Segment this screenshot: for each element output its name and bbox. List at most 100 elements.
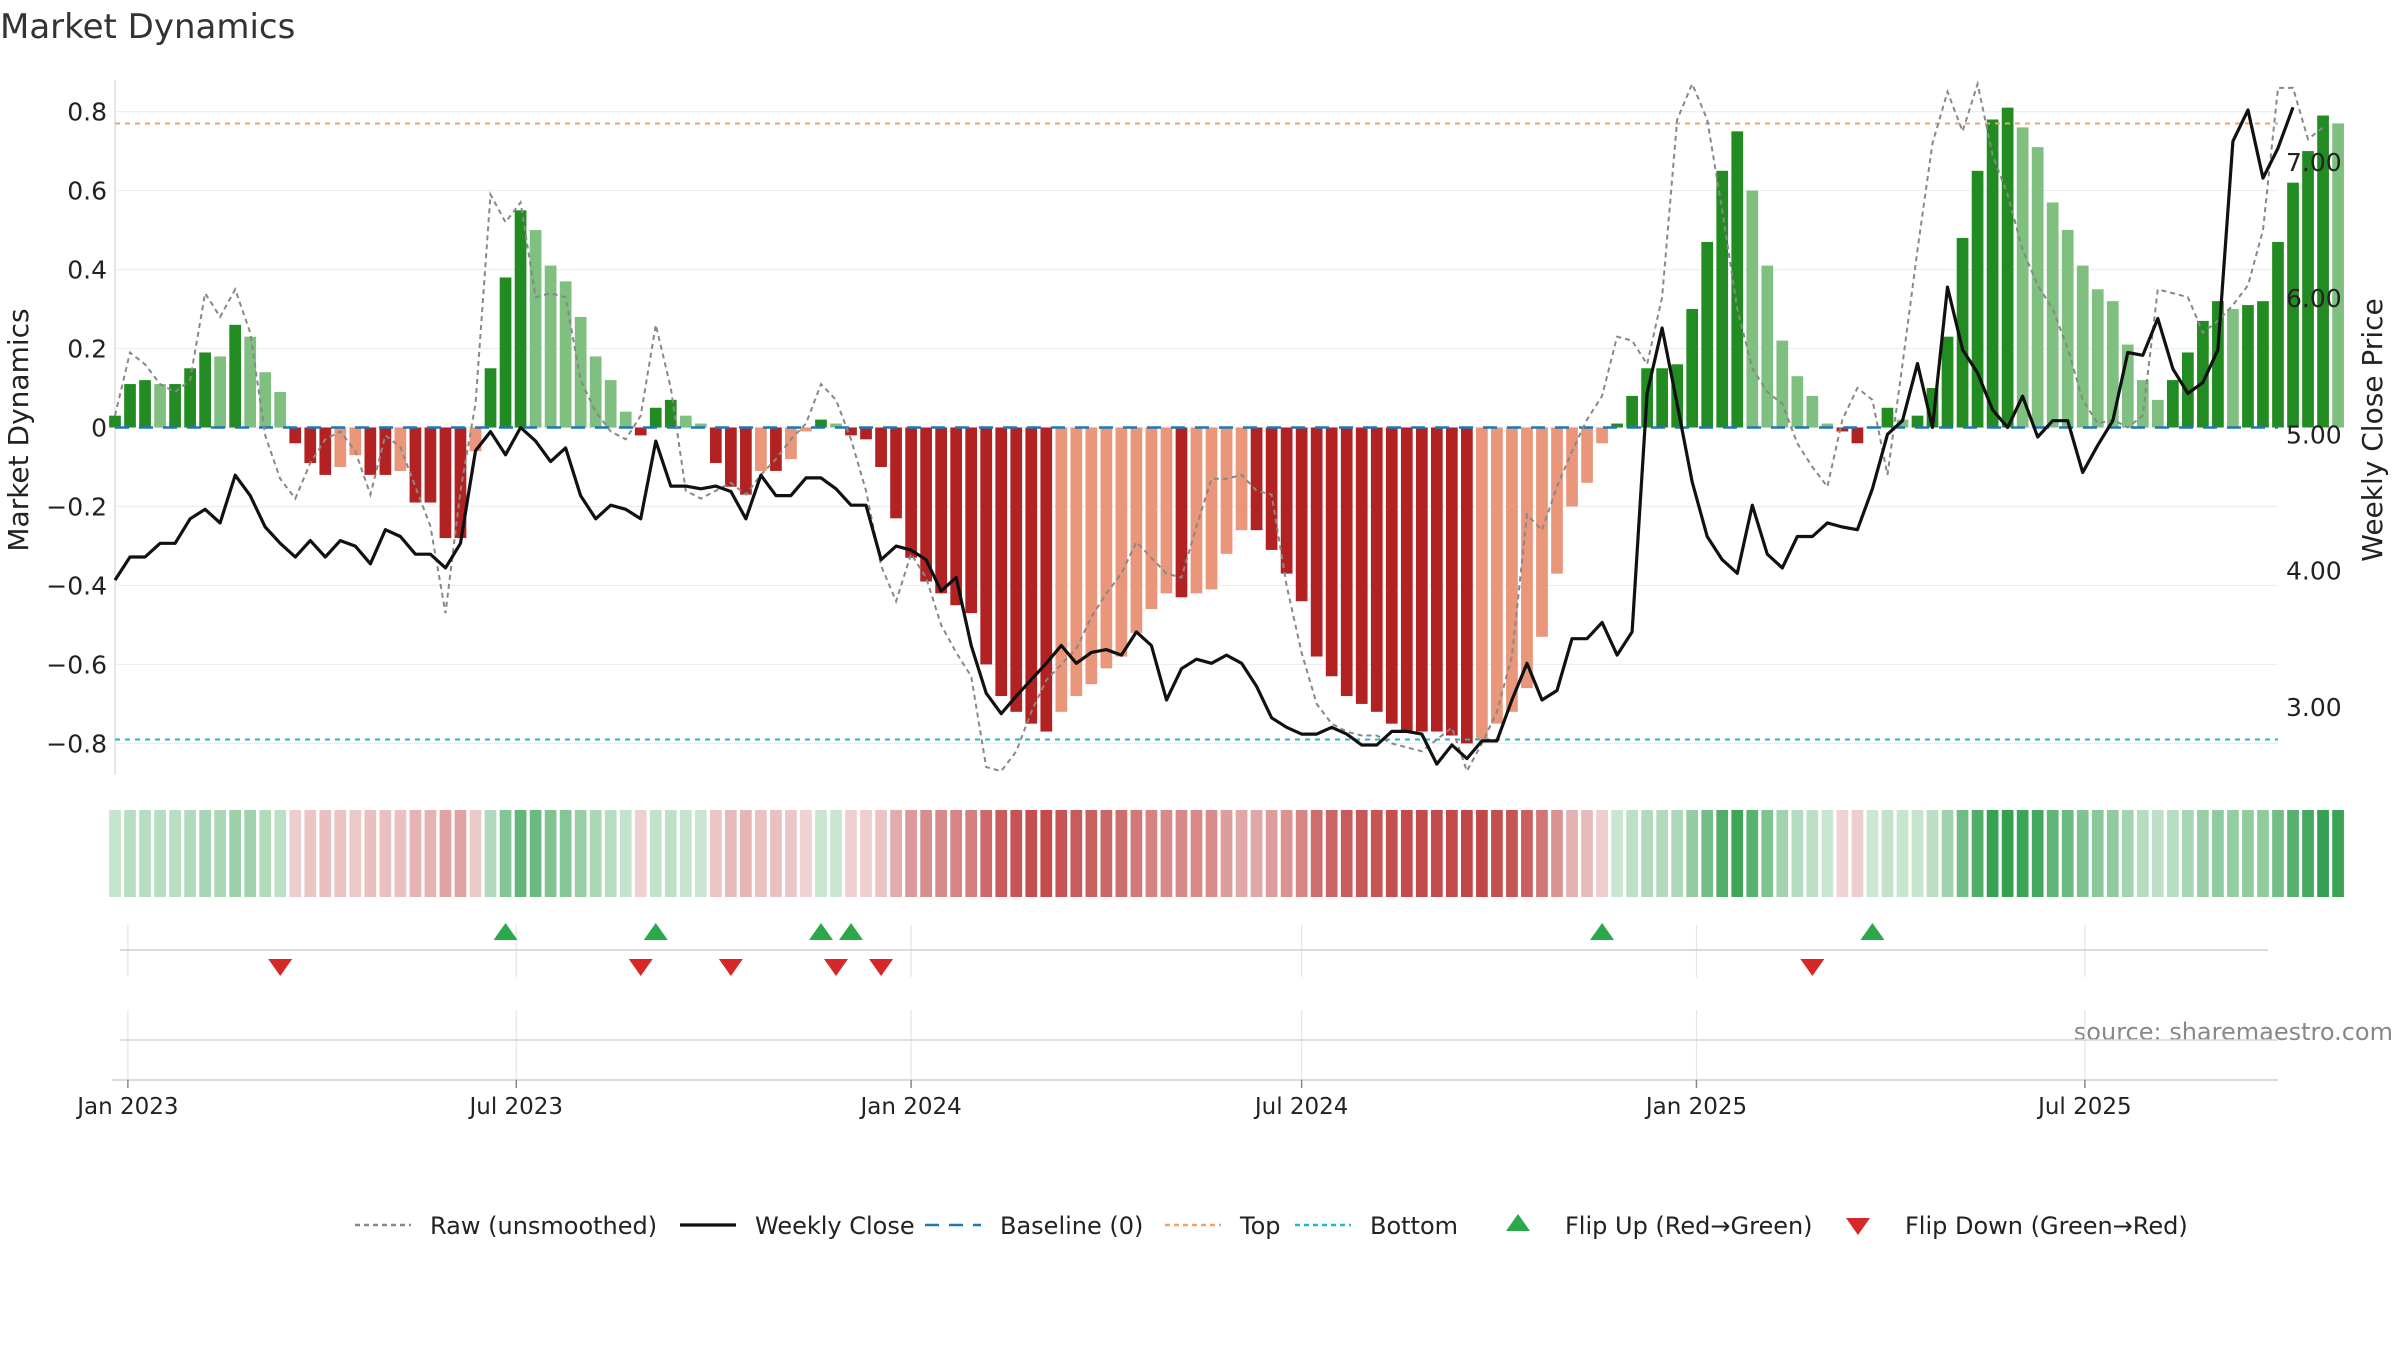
dynamics-bar [965,427,978,614]
heat-cell [394,810,407,897]
dynamics-bar [1145,427,1158,610]
raw-series [114,79,2324,774]
heat-cell [319,810,332,897]
dynamics-bar [1476,427,1488,740]
heat-cell [1310,810,1323,897]
dynamics-bar [109,415,121,428]
y-tick-label-left: 0 [91,414,107,443]
heat-cell [1686,810,1699,897]
heat-cell [169,810,181,897]
dynamics-bar [980,427,993,665]
flip-down-marker [869,959,894,976]
heat-cell [694,810,707,897]
dynamics-bar [770,427,782,471]
y-tick-label-left: −0.4 [46,571,107,600]
dynamics-bar [2212,301,2224,428]
heat-cell [2151,810,2164,897]
y-tick-label-left: −0.6 [46,650,107,679]
y-tick-label-right: 7.00 [2286,148,2342,177]
dynamics-bar [2272,241,2284,428]
dynamics-bar [169,384,181,428]
heat-cell [499,810,512,897]
raw-line [114,79,2324,774]
heat-cell [1190,810,1203,897]
dynamics-bar [905,427,917,558]
dynamics-bar [1656,368,1669,428]
heat-cell [2136,810,2149,897]
y-tick-label-left: 0.2 [67,335,107,364]
dynamics-bar [2061,230,2074,428]
dynamics-bar [1025,427,1038,724]
heat-cell [1881,810,1894,897]
heat-cell [1355,810,1368,897]
dynamics-bar [1686,309,1699,428]
dynamics-bar [1896,419,1909,428]
dynamics-bar [1040,427,1053,732]
heat-cell [785,810,797,897]
dynamics-bar [2227,309,2239,428]
dynamics-bar [875,427,887,467]
dynamics-bar [800,427,812,432]
dynamics-bar [1010,427,1023,712]
dynamics-bar [1055,427,1068,712]
flip-down-marker [1800,959,1825,976]
dynamics-bar [1250,427,1263,531]
heat-cell [409,810,422,897]
dynamics-bar [304,427,317,464]
dynamics-bar [424,427,437,503]
dynamics-bar [259,372,272,428]
legend-label: Raw (unsmoothed) [430,1212,657,1240]
heat-cell [1040,810,1053,897]
dynamics-bar [1235,427,1248,531]
heat-cell [1055,810,1068,897]
flip-down-marker [718,959,743,976]
heat-cell [1445,810,1458,897]
heat-cell [1611,810,1623,897]
dynamics-bar [1085,427,1098,685]
dynamics-bar [2317,115,2329,428]
heat-cell [1731,810,1744,897]
dynamics-bar [454,427,467,539]
heat-cell [514,810,527,897]
dynamics-bar [1611,423,1623,428]
heat-cell [334,810,347,897]
dynamics-bar [1430,427,1443,732]
dynamics-bar [995,427,1008,697]
dynamics-bar [1506,427,1518,712]
dynamics-bar [1190,427,1203,594]
dynamics-bars [109,107,2344,744]
heat-cell [905,810,917,897]
heat-cell [1370,810,1383,897]
flip-down-marker [268,959,293,976]
heat-cell [1866,810,1879,897]
dynamics-bar [1355,427,1368,704]
heat-cell [364,810,377,897]
dynamics-bar [2136,380,2149,428]
heat-cell [1896,810,1909,897]
dynamics-bar [1265,427,1278,550]
heat-cell [1506,810,1518,897]
heat-cell [709,810,722,897]
dynamics-bar [1325,427,1338,677]
heat-cell [199,810,211,897]
heat-cell [800,810,812,897]
dynamics-bar [1295,427,1308,602]
dynamics-bar [755,427,767,471]
dynamics-bar [785,427,797,460]
heat-cell [1220,810,1233,897]
dynamics-bar [2287,182,2299,428]
dynamics-bar [619,411,632,428]
heat-cell [2121,810,2134,897]
heat-cell [1295,810,1308,897]
heat-cell [2272,810,2284,897]
dynamics-bar [679,415,692,428]
dynamics-bar [589,356,602,428]
heat-cell [2091,810,2104,897]
heat-cell [289,810,302,897]
dynamics-bar [2106,301,2119,428]
heat-cell [860,810,872,897]
dynamics-bar [124,384,136,428]
legend-label: Flip Up (Red→Green) [1565,1212,1813,1240]
heat-cell [1761,810,1774,897]
heat-cell [935,810,948,897]
